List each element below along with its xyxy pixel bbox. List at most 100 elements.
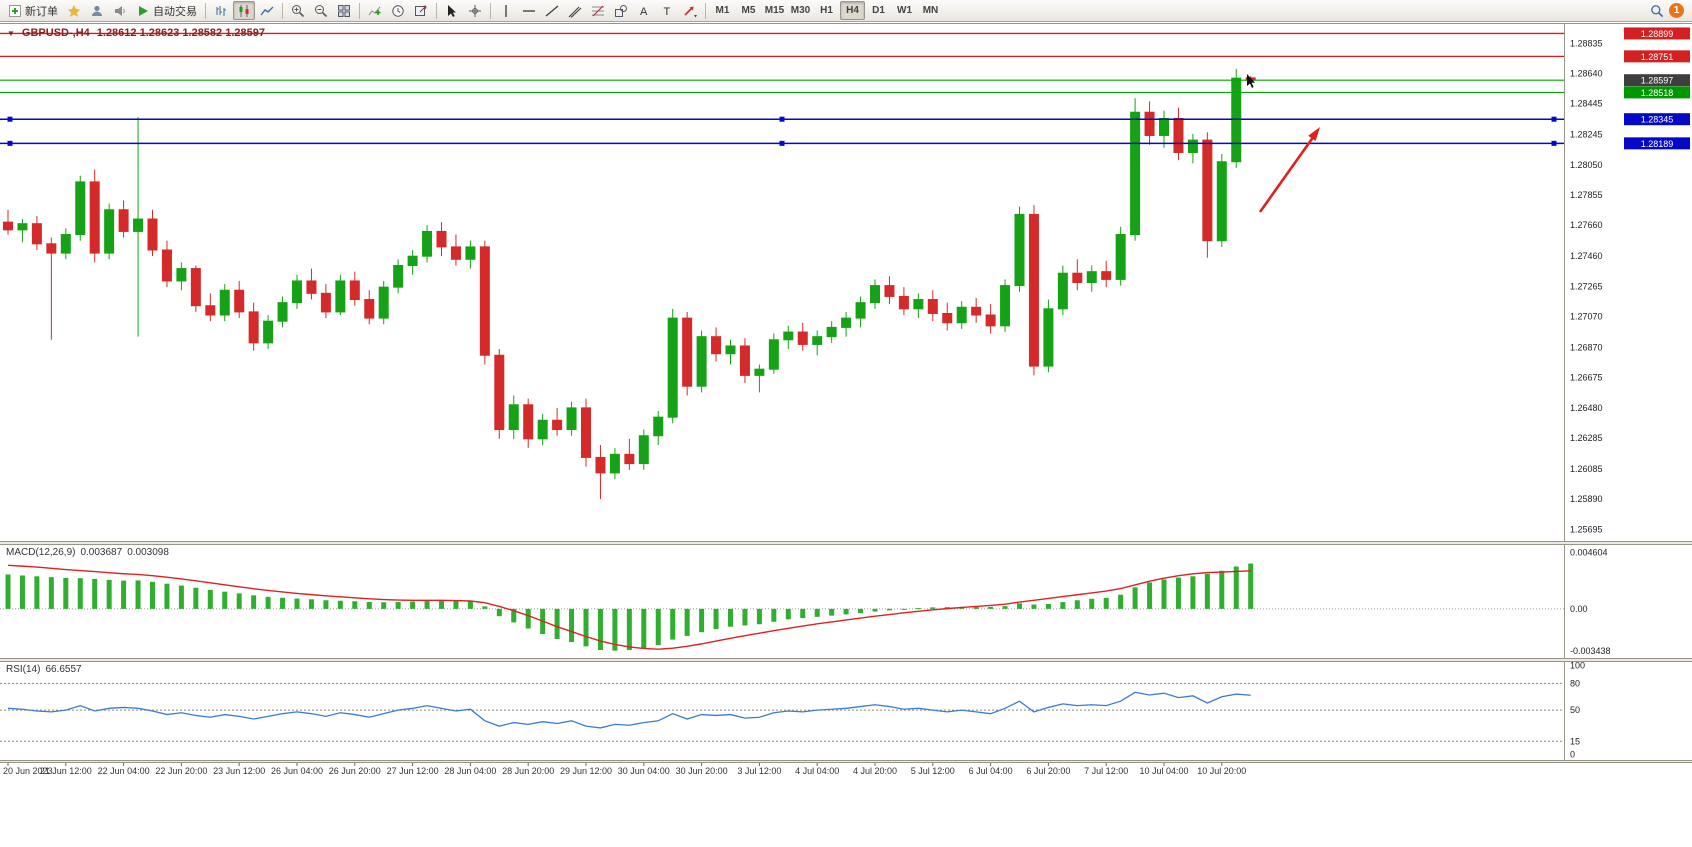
profiles-button[interactable] (86, 1, 108, 20)
trendline-tool-button[interactable] (541, 1, 563, 20)
toolbar-separator (205, 2, 206, 19)
vertical-line-tool-button[interactable] (495, 1, 517, 20)
zoom-out-icon (315, 4, 328, 17)
timeframe-m15-button[interactable]: M15 (762, 1, 787, 20)
price-tag (1624, 27, 1690, 40)
hline-handle[interactable] (7, 140, 13, 146)
chart-collapse-icon[interactable]: ▼ (7, 28, 15, 38)
hline-handle[interactable] (1551, 116, 1557, 122)
new-order-button[interactable]: 新订单 (4, 1, 62, 20)
arrow-annotation[interactable] (1258, 135, 1316, 213)
arrow-annotation-head[interactable] (1308, 127, 1320, 141)
svg-text:-0.003438: -0.003438 (1570, 646, 1611, 656)
alerts-button[interactable] (109, 1, 131, 20)
profile-icon (92, 5, 102, 16)
candles-layer (3, 68, 1256, 500)
label-tool-button[interactable]: T (656, 1, 678, 20)
svg-text:0.00: 0.00 (1570, 604, 1588, 614)
crosshair-tool-button[interactable] (464, 1, 486, 20)
svg-text:1.27660: 1.27660 (1570, 220, 1603, 230)
timeframe-h4-button[interactable]: H4 (840, 1, 865, 20)
wizard-star-icon (68, 4, 80, 17)
chart-header: ▼ GBPUSD-,H4 1.28612 1.28623 1.28582 1.2… (7, 27, 265, 39)
timeframe-m5-button[interactable]: M5 (736, 1, 761, 20)
templates-button[interactable] (410, 1, 432, 20)
svg-text:1.25695: 1.25695 (1570, 524, 1603, 534)
mouse-cursor (1247, 74, 1255, 88)
toolbar-separator (490, 2, 491, 19)
svg-text:30 Jun 04:00: 30 Jun 04:00 (618, 766, 670, 776)
line-chart-icon (260, 6, 274, 15)
channel-tool-button[interactable] (564, 1, 586, 20)
hline-handle[interactable] (1551, 140, 1557, 146)
timeframe-d1-button[interactable]: D1 (866, 1, 891, 20)
svg-text:1.28245: 1.28245 (1570, 130, 1603, 140)
price-axis[interactable]: 1.28835 1.28640 1.28445 1.28245 1.28050 1.278… (1570, 38, 1603, 534)
svg-text:0: 0 (1570, 750, 1575, 760)
svg-text:1.28345: 1.28345 (1641, 115, 1674, 125)
price-tag (1624, 137, 1690, 150)
chart-wizard-button[interactable] (63, 1, 85, 20)
timeframe-m30-button[interactable]: M30 (788, 1, 813, 20)
price-tag (1624, 50, 1690, 63)
line-chart-button[interactable] (256, 1, 278, 20)
new-order-label: 新订单 (25, 5, 58, 18)
svg-text:1.28518: 1.28518 (1641, 88, 1674, 98)
timeframe-m1-button[interactable]: M1 (710, 1, 735, 20)
zoom-out-button[interactable] (310, 1, 332, 20)
svg-text:4 Jul 20:00: 4 Jul 20:00 (853, 766, 897, 776)
svg-text:1.27265: 1.27265 (1570, 281, 1603, 291)
svg-text:6 Jul 20:00: 6 Jul 20:00 (1026, 766, 1070, 776)
autotrading-button[interactable]: 自动交易 (132, 1, 201, 20)
svg-text:26 Jun 04:00: 26 Jun 04:00 (271, 766, 323, 776)
svg-text:27 Jun 12:00: 27 Jun 12:00 (387, 766, 439, 776)
pane-splitter-macd[interactable] (0, 541, 1692, 545)
svg-text:20 Jun 2023: 20 Jun 2023 (3, 766, 53, 776)
fibonacci-tool-button[interactable] (587, 1, 609, 20)
svg-text:3 Jul 12:00: 3 Jul 12:00 (737, 766, 781, 776)
svg-text:1.26285: 1.26285 (1570, 433, 1603, 443)
timeframe-h1-button[interactable]: H1 (814, 1, 839, 20)
trendline-icon (545, 4, 559, 17)
svg-text:1.27855: 1.27855 (1570, 190, 1603, 200)
indicators-icon (368, 6, 381, 15)
symbol-label: GBPUSD-,H4 (21, 27, 90, 39)
rsi-name: RSI(14) (6, 664, 41, 675)
zoom-in-icon (292, 4, 305, 17)
timeframe-mn-button[interactable]: MN (918, 1, 943, 20)
price-tag (1624, 74, 1690, 87)
svg-text:26 Jun 20:00: 26 Jun 20:00 (329, 766, 381, 776)
cursor-tool-button[interactable] (441, 1, 463, 20)
price-tag (1624, 86, 1690, 99)
cursor-icon (448, 4, 456, 17)
shapes-tool-button[interactable] (610, 1, 632, 20)
zoom-in-button[interactable] (287, 1, 309, 20)
svg-text:7 Jul 12:00: 7 Jul 12:00 (1084, 766, 1128, 776)
hline-handle[interactable] (7, 116, 13, 122)
svg-text:1.26870: 1.26870 (1570, 343, 1603, 353)
notification-badge[interactable]: 1 (1669, 3, 1684, 18)
periods-button[interactable] (387, 1, 409, 20)
hline-handle[interactable] (779, 140, 785, 146)
search-button[interactable] (1646, 1, 1668, 20)
bar-chart-button[interactable] (210, 1, 232, 20)
horizontal-line-tool-button[interactable] (518, 1, 540, 20)
svg-text:4 Jul 04:00: 4 Jul 04:00 (795, 766, 839, 776)
arrows-tool-button[interactable] (679, 1, 701, 20)
svg-text:1.28050: 1.28050 (1570, 160, 1603, 170)
timeframe-w1-button[interactable]: W1 (892, 1, 917, 20)
tile-windows-button[interactable] (333, 1, 355, 20)
arrow-tool-icon (684, 6, 697, 17)
pane-splitter-timeline[interactable] (0, 760, 1692, 763)
hline-handle[interactable] (779, 116, 785, 122)
candlestick-chart-button[interactable] (233, 1, 255, 20)
svg-text:1.28751: 1.28751 (1641, 52, 1674, 62)
pane-splitter-rsi[interactable] (0, 658, 1692, 662)
svg-text:22 Jun 20:00: 22 Jun 20:00 (155, 766, 207, 776)
text-tool-button[interactable]: A (633, 1, 655, 20)
macd-pane: 0.004604 0.00 -0.003438 (0, 547, 1611, 656)
indicators-button[interactable] (364, 1, 386, 20)
